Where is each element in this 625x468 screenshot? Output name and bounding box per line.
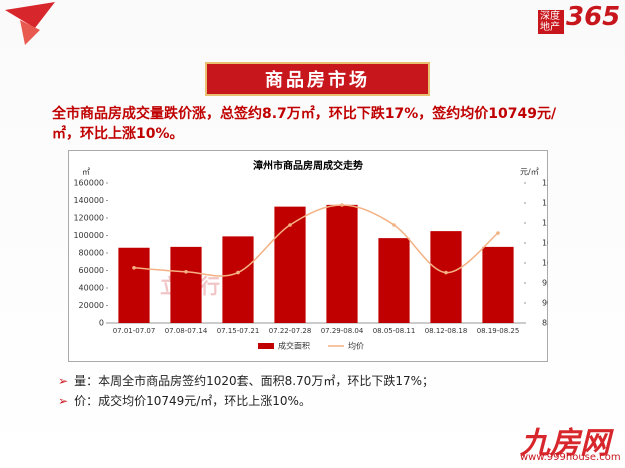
logo-number: 365 [566, 2, 621, 32]
legend-label: 成交面积 [278, 341, 310, 351]
legend-swatch [258, 343, 274, 349]
bar [326, 204, 358, 323]
x-tick-label: 07.29-08.04 [321, 327, 364, 335]
y-tick-label: 160000 [73, 179, 104, 188]
point [184, 270, 188, 274]
bullet-text: 价：成交均价10749元/㎡，环比上涨10%。 [74, 394, 311, 408]
headline: 全市商品房成交量跌价涨，总签约8.7万㎡，环比下跌17%，签约均价10749元/… [52, 106, 557, 142]
point [288, 223, 292, 227]
site-url: www.999house.com [520, 452, 621, 463]
y-axis-label: ㎡ [82, 168, 90, 177]
bullet: ➢ 价：成交均价10749元/㎡，环比上涨10%。 [58, 394, 311, 408]
x-tick-label: 07.22-07.28 [269, 327, 312, 335]
x-tick-label: 08.05-08.11 [373, 327, 416, 335]
y-tick-label: 100000 [73, 231, 104, 240]
y2-tick-label: 11500 [542, 199, 548, 208]
y-tick-label: 80000 [79, 249, 104, 258]
logo-text: 深度地产 [538, 10, 564, 34]
y-tick-label: 0 [99, 319, 104, 328]
y-tick-label: 120000 [73, 214, 104, 223]
section-title: 商品房市场 [205, 62, 430, 96]
bar [430, 231, 462, 323]
x-tick-label: 07.08-07.14 [165, 327, 208, 335]
y-tick-label: 20000 [79, 301, 104, 310]
bar [378, 238, 410, 323]
chart-title: 漳州市商品房周成交走势 [253, 159, 363, 172]
bar [482, 246, 514, 323]
x-tick-label: 07.01-07.07 [113, 327, 156, 335]
y2-tick-label: 10500 [542, 239, 548, 248]
bullet: ➢ 量：本周全市商品房签约1020套、面积8.70万㎡，环比下跌17%； [58, 374, 434, 388]
legend-label: 均价 [348, 341, 364, 351]
point [236, 270, 240, 275]
point [340, 203, 344, 207]
y2-tick-label: 9500 [542, 279, 548, 288]
x-tick-label: 07.15-07.21 [217, 327, 260, 335]
chart: 漳州市商品房周成交走势 ㎡ 元/㎡ 0 20000 40000 60000 80000 1… [73, 159, 548, 351]
bar [118, 247, 150, 323]
point [392, 223, 396, 227]
y-tick-label: 60000 [79, 266, 104, 275]
point [444, 270, 448, 275]
site-name: 九房网 [520, 426, 610, 461]
y2-tick-label: 12000 [542, 179, 548, 188]
y2-axis-label: 元/㎡ [520, 168, 539, 177]
y2-tick-label: 10000 [542, 259, 548, 268]
point [132, 266, 136, 270]
bar [170, 246, 202, 323]
y2-tick-label: 11000 [542, 219, 548, 228]
bullet-text: 量：本周全市商品房签约1020套、面积8.70万㎡，环比下跌17%； [74, 374, 434, 388]
x-tick-label: 08.19-08.25 [477, 327, 520, 335]
point [496, 231, 500, 235]
x-tick-label: 08.12-08.18 [425, 327, 468, 335]
arrow-decoration [5, 2, 55, 45]
y2-tick-label: 8500 [542, 319, 548, 328]
y-tick-label: 40000 [79, 284, 104, 293]
bar [222, 236, 254, 323]
y2-tick-label: 9000 [542, 299, 548, 308]
y-tick-label: 140000 [73, 196, 104, 205]
